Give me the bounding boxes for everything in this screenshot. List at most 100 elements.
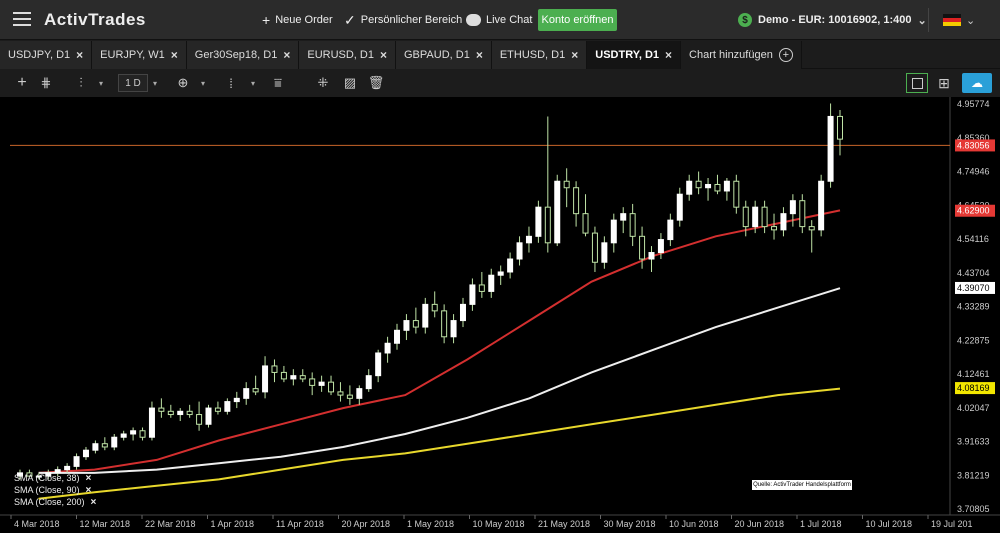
add-chart-button[interactable]: Chart hinzufügen + — [681, 41, 802, 69]
add-chart-label: Chart hinzufügen — [689, 49, 773, 61]
chevron-down-icon[interactable]: ▾ — [200, 78, 205, 88]
candle-body — [780, 213, 787, 231]
close-icon[interactable]: × — [571, 48, 579, 62]
tab-eurjpy[interactable]: EURJPY, W1 × — [92, 41, 187, 69]
grid-icon[interactable]: ⋕ — [40, 75, 52, 90]
candle-body — [827, 115, 834, 182]
candle-body — [554, 180, 561, 244]
candle-body — [92, 443, 99, 451]
candle-body — [676, 193, 683, 221]
y-tick-label: 4.74946 — [957, 167, 990, 177]
x-tick-label: 11 Apr 2018 — [276, 519, 324, 529]
candle-body — [478, 284, 485, 292]
tab-label: Ger30Sep18, D1 — [194, 49, 278, 61]
candle-body — [695, 180, 702, 189]
open-account-button[interactable]: Konto eröffnen — [538, 9, 617, 31]
close-icon[interactable]: × — [379, 48, 387, 62]
tab-label: EURJPY, W1 — [100, 49, 165, 61]
candle-body — [488, 274, 495, 292]
candle-body — [186, 410, 193, 416]
line-tool-icon[interactable]: ⁞ — [229, 75, 233, 91]
language-chevron-icon[interactable]: ⌄ — [966, 14, 976, 27]
candle-body — [507, 258, 514, 273]
candle-body — [629, 213, 636, 237]
candle-body — [818, 180, 825, 231]
add-indicator-icon[interactable]: ⊕ — [177, 75, 189, 90]
tab-ger30[interactable]: Ger30Sep18, D1 × — [186, 41, 300, 69]
account-selector[interactable]: $ Demo - EUR: 10016902, 1:400 ⌄ — [738, 11, 927, 29]
menu-icon[interactable] — [13, 12, 31, 26]
close-icon[interactable]: × — [475, 48, 483, 62]
chevron-down-icon[interactable]: ▾ — [98, 78, 103, 88]
timeframe-select[interactable]: 1 D — [118, 74, 148, 92]
candle-body — [214, 407, 221, 412]
candle-body — [667, 219, 674, 241]
y-tick-label: 4.12461 — [957, 369, 990, 379]
candle-body — [620, 213, 627, 221]
close-icon[interactable]: × — [90, 496, 97, 508]
legend-item: SMA (Close, 200) × — [14, 496, 96, 508]
candle-body — [441, 310, 448, 338]
plus-circle-icon: + — [778, 48, 793, 62]
single-layout-icon[interactable] — [906, 73, 928, 93]
tab-ethusd[interactable]: ETHUSD, D1 × — [491, 41, 588, 69]
price-label-box — [955, 382, 995, 395]
legend-label: SMA (Close, 38) — [14, 473, 80, 483]
close-icon[interactable]: × — [76, 48, 84, 62]
candle-body — [761, 206, 768, 228]
candle-body — [657, 239, 664, 254]
close-icon[interactable]: × — [85, 472, 92, 484]
screenshot-icon[interactable]: ▨ — [343, 75, 357, 90]
close-icon[interactable]: × — [665, 48, 673, 62]
candle-body — [808, 226, 815, 231]
candles-icon[interactable]: ⫶ — [79, 75, 83, 90]
candle-body — [73, 456, 80, 467]
price-label-box — [955, 281, 995, 294]
candle-body — [544, 206, 551, 244]
candle-body — [601, 242, 608, 263]
y-tick-label: 4.85360 — [957, 133, 990, 143]
tab-eurusd[interactable]: EURUSD, D1 × — [299, 41, 396, 69]
crosshair-icon[interactable]: + — [17, 74, 27, 91]
new-order-button[interactable]: + Neue Order — [262, 11, 333, 29]
german-flag-icon[interactable] — [943, 14, 961, 26]
x-tick-label: 10 Jul 2018 — [866, 519, 913, 529]
x-tick-label: 4 Mar 2018 — [14, 519, 60, 529]
chart-toolbar: + ⋕ ⫶ ▾ 1 D ▾ ⊕ ▾ ⁞ ▾ ⩸ ⁜ ▨ 🗑 ⊞ ☁ — [0, 70, 1000, 96]
candle-body — [431, 303, 438, 312]
candle-body — [158, 407, 165, 412]
candle-body — [271, 365, 278, 373]
candle-body — [309, 378, 316, 386]
chevron-down-icon[interactable]: ▾ — [250, 78, 255, 88]
price-chart[interactable]: 4.957744.853604.749464.645304.541164.437… — [0, 97, 1000, 533]
layout-icon[interactable]: ⁜ — [317, 75, 329, 90]
candle-body — [130, 430, 137, 435]
tab-usdjpy[interactable]: USDJPY, D1 × — [0, 41, 93, 69]
price-label-text: 4.83056 — [957, 140, 990, 150]
x-tick-label: 1 May 2018 — [407, 519, 454, 529]
close-icon[interactable]: × — [85, 484, 92, 496]
cloud-icon[interactable]: ☁ — [962, 73, 992, 93]
tab-label: GBPAUD, D1 — [404, 49, 470, 61]
chevron-down-icon: ⌄ — [917, 14, 927, 27]
multi-layout-icon[interactable]: ⊞ — [938, 74, 950, 91]
tab-usdtry[interactable]: USDTRY, D1 × — [587, 41, 682, 69]
candle-body — [318, 381, 325, 386]
close-icon[interactable]: × — [170, 48, 178, 62]
y-tick-label: 4.33289 — [957, 302, 990, 312]
candle-body — [403, 320, 410, 331]
candle-body — [233, 397, 240, 403]
y-tick-label: 3.91633 — [957, 437, 990, 447]
candle-body — [17, 472, 23, 477]
personal-area-button[interactable]: ✓ Persönlicher Bereich — [344, 11, 462, 29]
live-chat-button[interactable]: Live Chat — [466, 11, 532, 29]
tab-gbpaud[interactable]: GBPAUD, D1 × — [396, 41, 492, 69]
chevron-down-icon[interactable]: ▾ — [152, 78, 157, 88]
close-icon[interactable]: × — [283, 48, 291, 62]
x-tick-label: 10 May 2018 — [473, 519, 525, 529]
fib-icon[interactable]: ⩸ — [274, 75, 282, 90]
candle-body — [101, 443, 108, 448]
chart-canvas[interactable]: 4.957744.853604.749464.645304.541164.437… — [0, 97, 1000, 533]
divider — [928, 8, 929, 32]
trash-icon[interactable]: 🗑 — [367, 75, 385, 90]
